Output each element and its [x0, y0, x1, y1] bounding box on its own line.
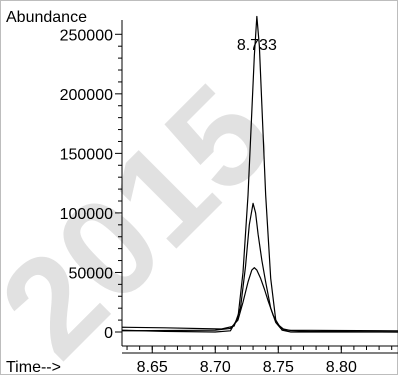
x-tick-label: 8.80 [326, 359, 357, 375]
x-axis-title: Time--> [6, 359, 61, 375]
y-tick-label: 100000 [60, 206, 113, 223]
x-tick-label: 8.75 [263, 359, 294, 375]
y-tick-label: 0 [104, 325, 113, 342]
series-line-3 [121, 267, 398, 333]
series-group [121, 15, 398, 333]
peak-retention-time-label: 8.733 [237, 37, 277, 54]
x-axis-ticks: 8.65 8.70 8.75 8.80 [126, 346, 393, 375]
y-axis-ticks: 0 50000 100000 150000 200000 250000 [60, 27, 122, 342]
y-tick-label: 200000 [60, 87, 113, 104]
y-tick-label: 250000 [60, 27, 113, 44]
x-tick-label: 8.70 [200, 359, 231, 375]
x-tick-label: 8.65 [137, 359, 168, 375]
y-axis-title: Abundance [6, 9, 87, 26]
y-tick-label: 150000 [60, 146, 113, 163]
y-tick-label: 50000 [69, 265, 114, 282]
